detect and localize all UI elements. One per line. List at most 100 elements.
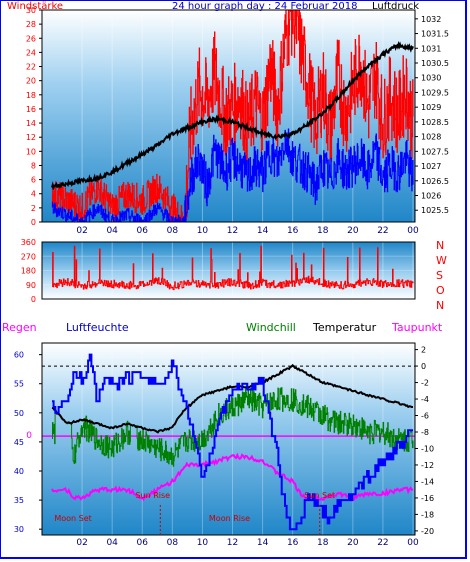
compass-label: N bbox=[436, 299, 444, 312]
time-tick-label: 14 bbox=[257, 226, 269, 236]
direction-tick-label: 90 bbox=[26, 281, 36, 290]
wind-tick-label: 22 bbox=[26, 63, 36, 72]
compass-label: O bbox=[436, 284, 445, 297]
chart-title: 24 hour graph day : 24 Februar 2018 bbox=[172, 1, 357, 12]
temperature-tick-label: -10 bbox=[421, 444, 434, 453]
time-tick-label: 20 bbox=[347, 226, 359, 236]
rain-zero-label: 0 bbox=[26, 431, 32, 441]
humidity-label: Luftfeuchte bbox=[66, 321, 129, 334]
time-tick-label: 04 bbox=[106, 226, 118, 236]
direction-series bbox=[52, 245, 414, 291]
temperature-tick-label: -8 bbox=[421, 428, 429, 437]
time-tick-label: 12 bbox=[227, 538, 238, 548]
wind-tick-label: 8 bbox=[31, 161, 36, 170]
time-tick-label: 18 bbox=[317, 226, 329, 236]
temperature-series bbox=[42, 353, 415, 531]
pressure-tick-label: 1030 bbox=[421, 74, 441, 83]
direction-plot-border bbox=[41, 241, 416, 300]
direction-degree-axis: 360 270 180 90 0 bbox=[21, 238, 36, 304]
pressure-tick-label: 1028.5 bbox=[421, 118, 449, 127]
wind-tick-label: 0 bbox=[31, 218, 36, 227]
time-tick-label: 02 bbox=[76, 226, 87, 236]
humidity-tick-label: 55 bbox=[14, 380, 24, 389]
humidity-tick-label: 45 bbox=[14, 438, 24, 447]
time-tick-label: 00 bbox=[407, 226, 419, 236]
humidity-tick-label: 30 bbox=[14, 525, 24, 534]
temperature-line bbox=[51, 363, 413, 434]
temperature-tick-label: -2 bbox=[421, 379, 429, 388]
humidity-axis: 60 55 50 45 40 35 30 bbox=[14, 351, 42, 534]
time-tick-label: 06 bbox=[137, 538, 149, 548]
wind-tick-label: 6 bbox=[31, 176, 36, 185]
pressure-tick-label: 1029.5 bbox=[421, 88, 449, 97]
wind-tick-label: 28 bbox=[26, 20, 36, 29]
dewpoint-label: Taupunkt bbox=[391, 321, 443, 334]
time-tick-label: 22 bbox=[377, 226, 388, 236]
time-tick-label: 02 bbox=[76, 538, 87, 548]
pressure-tick-label: 1030.5 bbox=[421, 59, 449, 68]
time-tick-label: 08 bbox=[167, 538, 179, 548]
annotation-sun-set: Sun Set bbox=[304, 491, 335, 500]
humidity-line bbox=[52, 353, 413, 531]
wind-plot-border bbox=[41, 9, 416, 223]
wind-tick-label: 18 bbox=[26, 91, 36, 100]
direction-tick-label: 270 bbox=[21, 252, 36, 261]
temperature-tick-label: 0 bbox=[421, 362, 426, 371]
direction-tick-label: 360 bbox=[21, 238, 36, 247]
pressure-tick-label: 1026 bbox=[421, 192, 441, 201]
temperature-tick-label: -14 bbox=[421, 477, 434, 486]
annotation-sun-rise: Sun Rise bbox=[135, 491, 170, 500]
pressure-tick-label: 1031.5 bbox=[421, 30, 449, 39]
direction-tick-label: 180 bbox=[21, 267, 36, 276]
rain-label: Regen bbox=[2, 321, 37, 334]
wind-tick-label: 16 bbox=[26, 105, 36, 114]
gust-line bbox=[51, 9, 414, 223]
time-tick-label: 08 bbox=[167, 226, 179, 236]
compass-label: N bbox=[436, 239, 444, 252]
time-axis-bottom: 02 04 06 08 10 12 14 16 18 20 22 00 bbox=[76, 538, 419, 548]
wind-speed-label: Windstärke bbox=[7, 1, 63, 12]
temperature-tick-label: 2 bbox=[421, 346, 426, 355]
humidity-tick-label: 60 bbox=[14, 351, 24, 360]
time-tick-label: 10 bbox=[197, 226, 209, 236]
annotation-moon-rise: Moon Rise bbox=[209, 514, 250, 523]
time-tick-label: 20 bbox=[347, 538, 359, 548]
temperature-axis: 2 0 -2 -4 -6 -8 -10 -12 -14 -16 -18 -20 bbox=[415, 346, 434, 536]
wind-tick-label: 2 bbox=[31, 204, 36, 213]
wind-tick-label: 20 bbox=[26, 77, 36, 86]
compass-label: S bbox=[436, 269, 443, 282]
time-tick-label: 06 bbox=[137, 226, 149, 236]
wind-tick-label: 12 bbox=[26, 133, 36, 142]
wind-pressure-series bbox=[51, 9, 414, 223]
windchill-line bbox=[52, 387, 414, 467]
wind-tick-label: 24 bbox=[26, 48, 36, 57]
time-tick-label: 22 bbox=[377, 538, 388, 548]
pressure-line bbox=[51, 40, 414, 191]
temperature-tick-label: -18 bbox=[421, 510, 434, 519]
wind-tick-label: 26 bbox=[26, 34, 36, 43]
pressure-tick-label: 1026.5 bbox=[421, 177, 449, 186]
wind-tick-label: 10 bbox=[26, 147, 36, 156]
pressure-label: Luftdruck bbox=[372, 1, 419, 12]
pressure-axis: 1032 1031.5 1031 1030.5 1030 1029.5 1029 1028.5… bbox=[415, 15, 449, 215]
humidity-tick-label: 50 bbox=[14, 409, 24, 418]
windchill-label: Windchill bbox=[246, 321, 296, 334]
direction-line bbox=[52, 245, 414, 291]
pressure-tick-label: 1032 bbox=[421, 15, 441, 24]
time-tick-label: 14 bbox=[257, 538, 269, 548]
sun-moon-annotations: Moon Set Sun Rise Moon Rise Sun Set bbox=[54, 491, 335, 535]
temperature-plot-border bbox=[41, 342, 416, 536]
temperature-plot-area bbox=[42, 343, 415, 535]
pressure-tick-label: 1027 bbox=[421, 162, 441, 171]
time-tick-label: 12 bbox=[227, 226, 238, 236]
humidity-tick-label: 35 bbox=[14, 496, 24, 505]
temperature-tick-label: -6 bbox=[421, 412, 429, 421]
time-tick-label: 00 bbox=[407, 538, 419, 548]
wind-tick-label: 14 bbox=[26, 119, 36, 128]
humidity-tick-label: 40 bbox=[14, 467, 24, 476]
temperature-tick-label: -12 bbox=[421, 461, 434, 470]
annotation-moon-set-1: Moon Set bbox=[54, 514, 91, 523]
time-tick-label: 18 bbox=[317, 538, 329, 548]
